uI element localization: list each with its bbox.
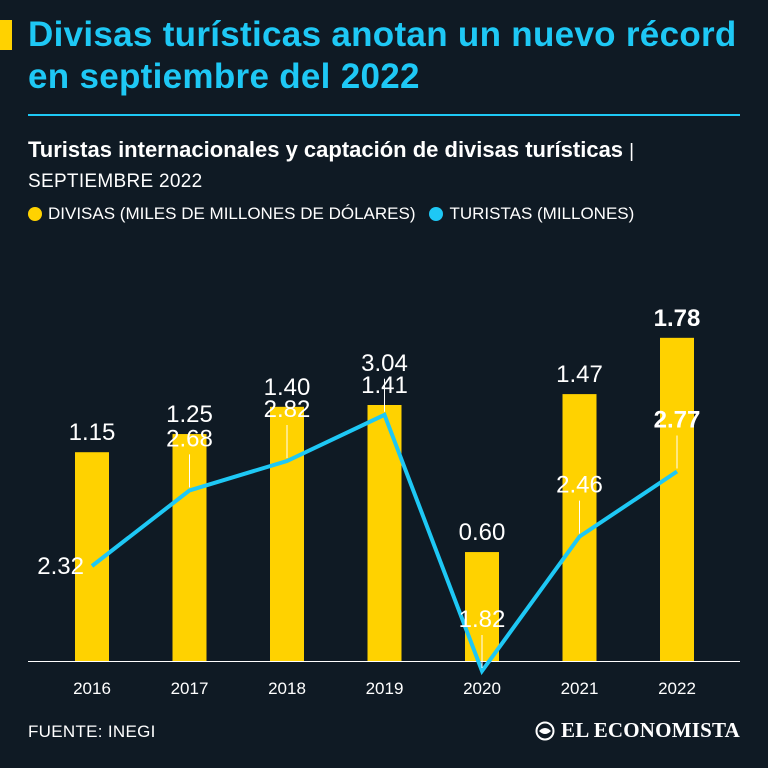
legend-dot-divisas-icon xyxy=(28,207,42,221)
chart-area: 1.1520161.2520171.4020181.4120190.602020… xyxy=(28,305,740,698)
brand-name: EL ECONOMISTA xyxy=(561,718,740,742)
bar-divisas-2022 xyxy=(660,337,694,661)
line-label-2020: 1.82 xyxy=(459,606,506,633)
line-label-2016: 2.32 xyxy=(37,553,84,580)
x-tick-label-2019: 2019 xyxy=(366,679,404,698)
brand-logo-icon xyxy=(535,721,555,740)
x-tick-label-2022: 2022 xyxy=(658,679,696,698)
bar-label-2016: 1.15 xyxy=(69,419,116,446)
bar-label-2022: 1.78 xyxy=(654,305,701,332)
x-tick-label-2017: 2017 xyxy=(171,679,209,698)
subtitle-date: SEPTIEMBRE 2022 xyxy=(28,171,203,192)
legend-label-divisas: DIVISAS (MILES DE MILLONES DE DÓLARES) xyxy=(48,204,416,223)
line-label-2021: 2.46 xyxy=(556,472,603,499)
page-title: Divisas turísticas anotan un nuevo récor… xyxy=(28,15,737,96)
title-accent-bar xyxy=(0,20,12,50)
legend-item-divisas: DIVISAS (MILES DE MILLONES DE DÓLARES) xyxy=(28,204,415,224)
line-label-2017: 2.68 xyxy=(166,425,213,452)
line-label-2022: 2.77 xyxy=(654,407,701,434)
chart-legend: DIVISAS (MILES DE MILLONES DE DÓLARES) T… xyxy=(28,202,648,226)
legend-dot-turistas-icon xyxy=(429,207,444,221)
line-turistas xyxy=(90,412,679,676)
bar-label-2021: 1.47 xyxy=(556,361,603,388)
x-tick-label-2016: 2016 xyxy=(73,679,111,698)
x-tick-label-2020: 2020 xyxy=(463,679,501,698)
chart-subtitle: Turistas internacionales y captación de … xyxy=(28,136,740,196)
bar-label-2020: 0.60 xyxy=(459,519,506,546)
bar-label-2017: 1.25 xyxy=(166,401,213,428)
bar-label-2018: 1.40 xyxy=(264,374,311,401)
x-tick-label-2018: 2018 xyxy=(268,679,306,698)
footer-source: FUENTE: INEGI xyxy=(28,722,156,741)
line-label-2019: 3.04 xyxy=(361,350,408,377)
subtitle-main: Turistas internacionales y captación de … xyxy=(28,137,624,162)
title-divider xyxy=(28,114,740,116)
legend-label-turistas: TURISTAS (MILLONES) xyxy=(449,204,635,223)
x-tick-label-2021: 2021 xyxy=(561,679,599,698)
line-label-2018: 2.82 xyxy=(264,396,311,423)
legend-item-turistas: TURISTAS (MILLONES) xyxy=(429,204,634,224)
footer-brand: EL ECONOMISTA xyxy=(535,718,740,743)
subtitle-separator: | xyxy=(629,141,635,162)
